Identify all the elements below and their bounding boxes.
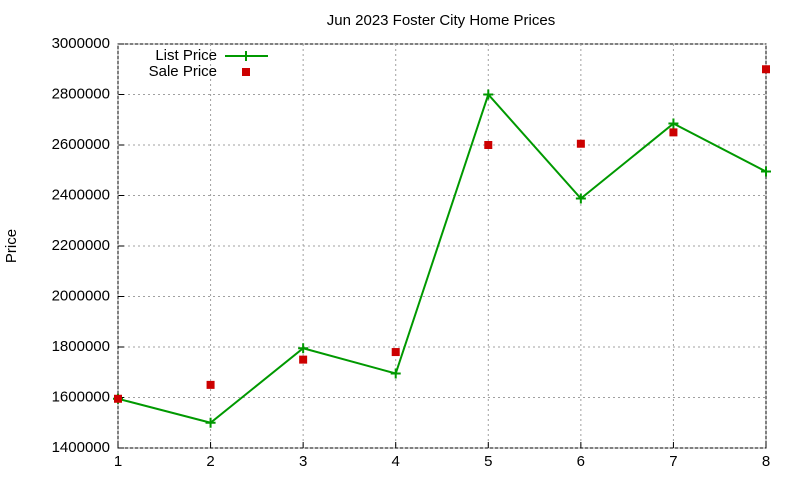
point-marker xyxy=(390,368,401,379)
chart-title: Jun 2023 Foster City Home Prices xyxy=(327,12,555,29)
point-marker xyxy=(205,417,216,428)
x-tick-label: 5 xyxy=(484,453,492,470)
point-marker xyxy=(575,193,586,204)
point-marker xyxy=(391,348,400,357)
point-marker xyxy=(576,139,585,148)
x-tick-label: 1 xyxy=(114,453,122,470)
y-tick-label: 1400000 xyxy=(52,439,110,456)
point-marker xyxy=(299,355,308,364)
y-tick-label: 2400000 xyxy=(52,186,110,203)
legend-label: List Price xyxy=(155,47,217,64)
x-tick-label: 4 xyxy=(392,453,400,470)
y-tick-label: 1800000 xyxy=(52,338,110,355)
point-marker xyxy=(298,343,309,354)
series-line xyxy=(117,92,767,424)
x-tick-label: 2 xyxy=(206,453,214,470)
point-marker xyxy=(669,128,678,137)
x-tick-label: 7 xyxy=(669,453,677,470)
x-tick-label: 6 xyxy=(577,453,585,470)
y-tick-label: 3000000 xyxy=(52,35,110,52)
y-tick-label: 2800000 xyxy=(52,85,110,102)
y-tick-label: 1600000 xyxy=(52,388,110,405)
point-marker xyxy=(762,65,770,74)
legend-marker xyxy=(242,68,250,76)
point-marker xyxy=(484,141,493,149)
point-marker xyxy=(206,380,215,389)
y-axis-label: Price xyxy=(3,229,20,263)
x-tick-label: 8 xyxy=(762,453,770,470)
legend-label: Sale Price xyxy=(149,63,217,80)
y-tick-label: 2600000 xyxy=(52,136,110,153)
legend-marker xyxy=(241,51,251,61)
x-tick-label: 3 xyxy=(299,453,307,470)
point-marker xyxy=(668,118,679,129)
point-marker xyxy=(114,394,122,403)
y-tick-label: 2000000 xyxy=(52,287,110,304)
point-marker xyxy=(761,166,771,177)
point-marker xyxy=(483,89,494,100)
y-tick-label: 2200000 xyxy=(52,237,110,254)
